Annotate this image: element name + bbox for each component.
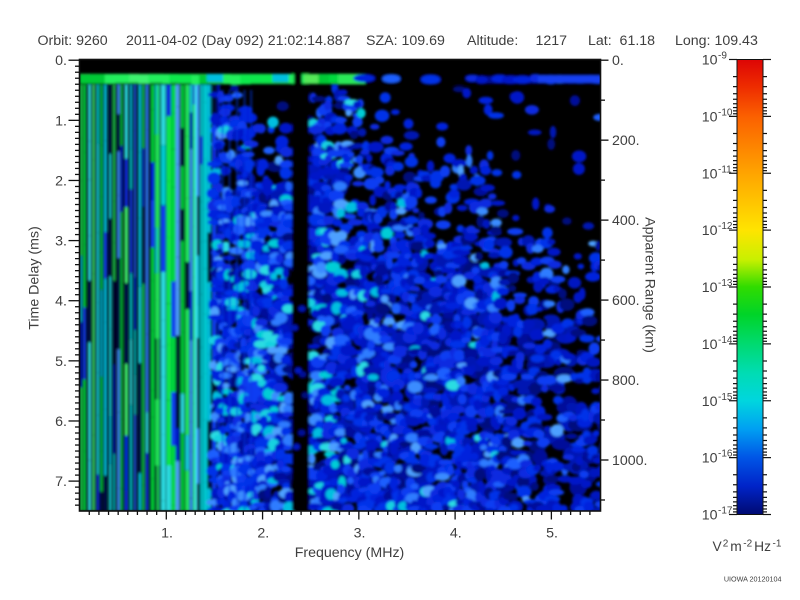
svg-text:400.: 400.	[612, 213, 640, 229]
svg-text:V2m-2Hz-1: V2 m -2 Hz -1	[713, 539, 782, 555]
svg-text:200.: 200.	[612, 133, 640, 149]
svg-text:6.: 6.	[55, 414, 67, 430]
svg-text:0.: 0.	[612, 53, 624, 69]
svg-text:SZA: 109.69: SZA: 109.69	[366, 33, 445, 49]
svg-text:Time Delay (ms): Time Delay (ms)	[27, 226, 43, 330]
svg-text:10: 10	[702, 394, 718, 410]
svg-text:7.: 7.	[55, 474, 67, 490]
svg-text:10: 10	[702, 166, 718, 182]
svg-text:1000.: 1000.	[612, 453, 648, 469]
svg-text:5.: 5.	[546, 526, 558, 542]
svg-text:-9: -9	[718, 51, 727, 62]
svg-text:600.: 600.	[612, 293, 640, 309]
svg-text:10: 10	[702, 337, 718, 353]
svg-text:10: 10	[702, 223, 718, 239]
svg-text:1.: 1.	[55, 113, 67, 129]
svg-text:Altitude:: Altitude:	[467, 33, 518, 49]
svg-text:10: 10	[702, 280, 718, 296]
svg-text:-14: -14	[718, 335, 733, 346]
svg-text:1217: 1217	[536, 33, 568, 49]
svg-text:2.: 2.	[257, 526, 269, 542]
svg-text:-16: -16	[718, 449, 733, 460]
svg-text:Apparent Range (km): Apparent Range (km)	[642, 217, 658, 353]
svg-text:4.: 4.	[450, 526, 462, 542]
svg-text:3.: 3.	[55, 234, 67, 250]
svg-text:1.: 1.	[161, 526, 173, 542]
svg-text:10: 10	[702, 451, 718, 467]
svg-text:5.: 5.	[55, 354, 67, 370]
svg-text:2.: 2.	[55, 173, 67, 189]
svg-text:-10: -10	[718, 107, 733, 118]
svg-text:Frequency (MHz): Frequency (MHz)	[295, 545, 405, 561]
svg-text:Long: 109.43: Long: 109.43	[675, 33, 758, 49]
svg-text:-11: -11	[718, 164, 732, 175]
svg-text:3.: 3.	[354, 526, 366, 542]
svg-text:Orbit: 9260: Orbit: 9260	[38, 33, 108, 49]
svg-text:4.: 4.	[55, 294, 67, 310]
svg-text:-12: -12	[718, 221, 733, 232]
svg-text:-17: -17	[718, 506, 733, 517]
svg-text:10: 10	[702, 109, 718, 125]
svg-text:10: 10	[702, 508, 718, 524]
svg-text:0.: 0.	[55, 53, 67, 69]
svg-text:10: 10	[702, 53, 718, 69]
svg-text:-13: -13	[718, 278, 733, 289]
svg-text:Lat: 61.18: Lat: 61.18	[588, 33, 655, 49]
svg-text:-15: -15	[718, 392, 733, 403]
svg-text:2011-04-02 (Day 092) 21:02:14.: 2011-04-02 (Day 092) 21:02:14.887	[126, 33, 351, 49]
svg-text:800.: 800.	[612, 373, 640, 389]
svg-text:UIOWA 20120104: UIOWA 20120104	[724, 575, 782, 584]
